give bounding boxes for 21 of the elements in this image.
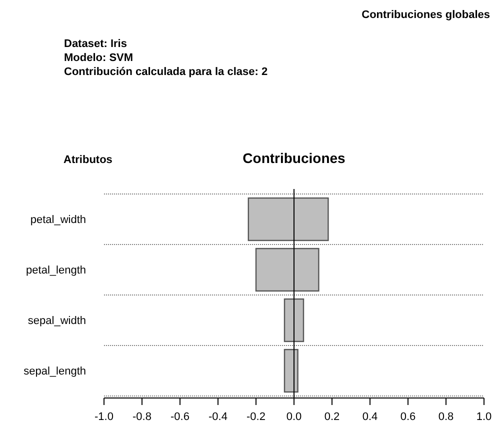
y-tick-label: sepal_width [28,315,86,328]
x-tick-label: 0.2 [324,411,340,424]
x-tick-label: 0.6 [400,411,416,424]
y-tick-label: sepal_length [24,366,86,378]
y-tick-label: petal_width [30,214,86,226]
x-tick-label: 1.0 [476,411,492,424]
x-tick-label: 0.4 [362,411,378,424]
x-tick-label: -1.0 [94,411,114,424]
y-axis-title: Atributos [64,154,112,166]
chart-title: Contribuciones [242,150,346,166]
y-tick-label: petal_length [26,264,86,277]
x-tick-label: -0.2 [246,411,266,424]
text: Contribuciones globales [362,9,490,21]
x-tick-label: -0.4 [208,411,228,424]
x-tick-label: 0.0 [286,411,302,424]
x-tick-label: 0.8 [438,411,454,424]
x-tick-label: -0.8 [132,411,152,424]
text: Modelo: SVM [64,52,134,64]
text: Dataset: Iris [64,38,127,50]
text: Contribución calculada para la clase: 2 [64,66,268,78]
x-tick-label: -0.6 [170,411,190,424]
